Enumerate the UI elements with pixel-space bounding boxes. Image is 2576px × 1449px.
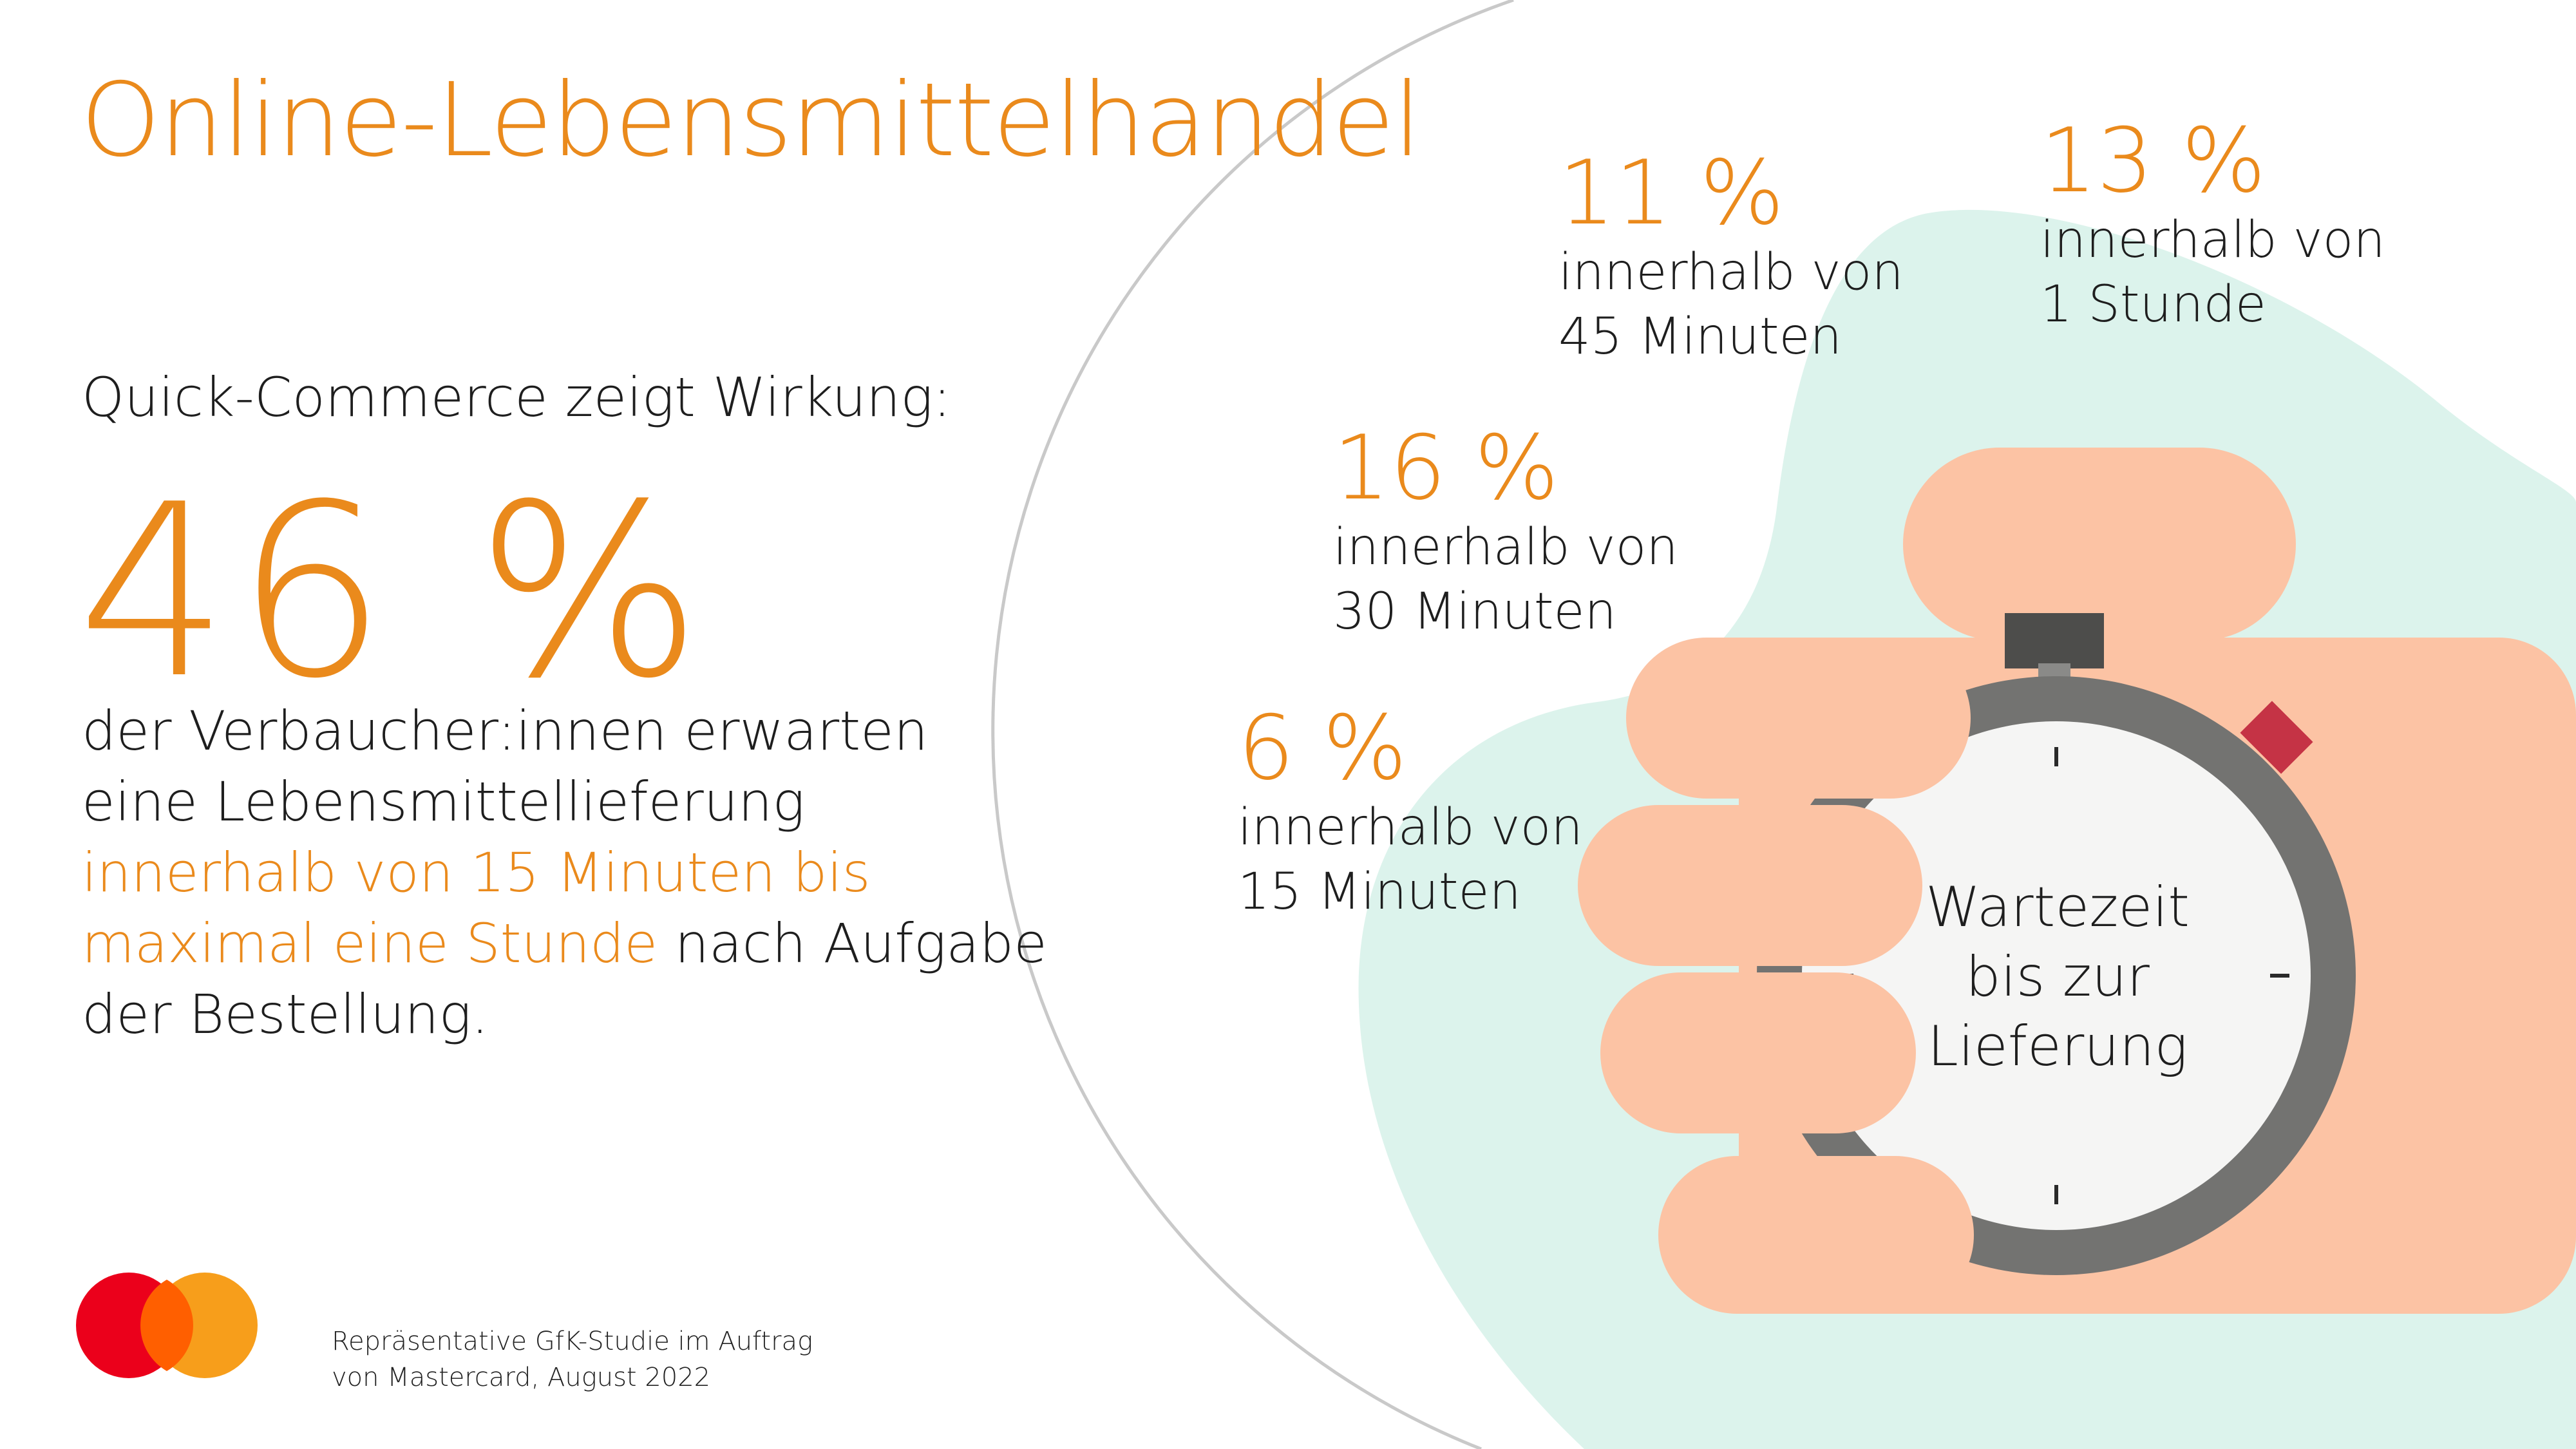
stat-45-minutes: 11 % innerhalb von 45 Minuten <box>1558 141 1904 369</box>
mastercard-logo <box>76 1273 258 1378</box>
page-title: Online-Lebensmittelhandel <box>80 61 1421 180</box>
stat-15-minutes: 6 % innerhalb von 15 Minuten <box>1238 696 1583 924</box>
stat-label: innerhalb von 15 Minuten <box>1238 798 1583 921</box>
finger-2 <box>1578 805 1922 966</box>
mastercard-overlap <box>140 1280 193 1371</box>
stat-30-minutes: 16 % innerhalb von 30 Minuten <box>1333 416 1678 644</box>
tick-3 <box>2270 974 2289 978</box>
subtitle: Quick-Commerce zeigt Wirkung: <box>82 366 951 429</box>
finger-3 <box>1600 972 1916 1133</box>
tick-6 <box>2054 1185 2058 1204</box>
stopwatch-face <box>1802 721 2311 1230</box>
stopwatch-red-button <box>2240 701 2313 774</box>
finger-4 <box>1658 1156 1974 1314</box>
description-text-2: nach Aufgabe der Bestellung. <box>82 912 1047 1046</box>
stat-label: innerhalb von 30 Minuten <box>1333 518 1678 641</box>
stopwatch-crown <box>2005 613 2104 668</box>
stat-percent: 13 % <box>2040 109 2266 213</box>
stopwatch-label: Wartezeit bis zur Lieferung <box>1926 875 2190 1079</box>
finger-1 <box>1626 638 1971 799</box>
hand-thumb <box>1903 448 2296 641</box>
stat-percent: 6 % <box>1238 696 1407 800</box>
description-highlight: innerhalb von 15 Minuten bis maximal ein… <box>82 841 871 975</box>
stat-percent: 11 % <box>1558 141 1785 245</box>
source-note: Repräsentative GfK-Studie im Auftrag von… <box>332 1327 813 1392</box>
headline-percentage: 46 % <box>77 454 708 731</box>
stat-percent: 16 % <box>1333 416 1559 520</box>
stat-label: innerhalb von 1 Stunde <box>2040 211 2385 334</box>
stat-1-hour: 13 % innerhalb von 1 Stunde <box>2040 109 2385 337</box>
tick-12 <box>2054 747 2058 766</box>
description-paragraph: der Verbaucher:innen erwarten eine Leben… <box>82 696 1048 1050</box>
stat-label: innerhalb von 45 Minuten <box>1558 243 1904 366</box>
divider-arc <box>991 0 1514 1449</box>
description-text-1: der Verbaucher:innen erwarten eine Leben… <box>82 699 929 833</box>
